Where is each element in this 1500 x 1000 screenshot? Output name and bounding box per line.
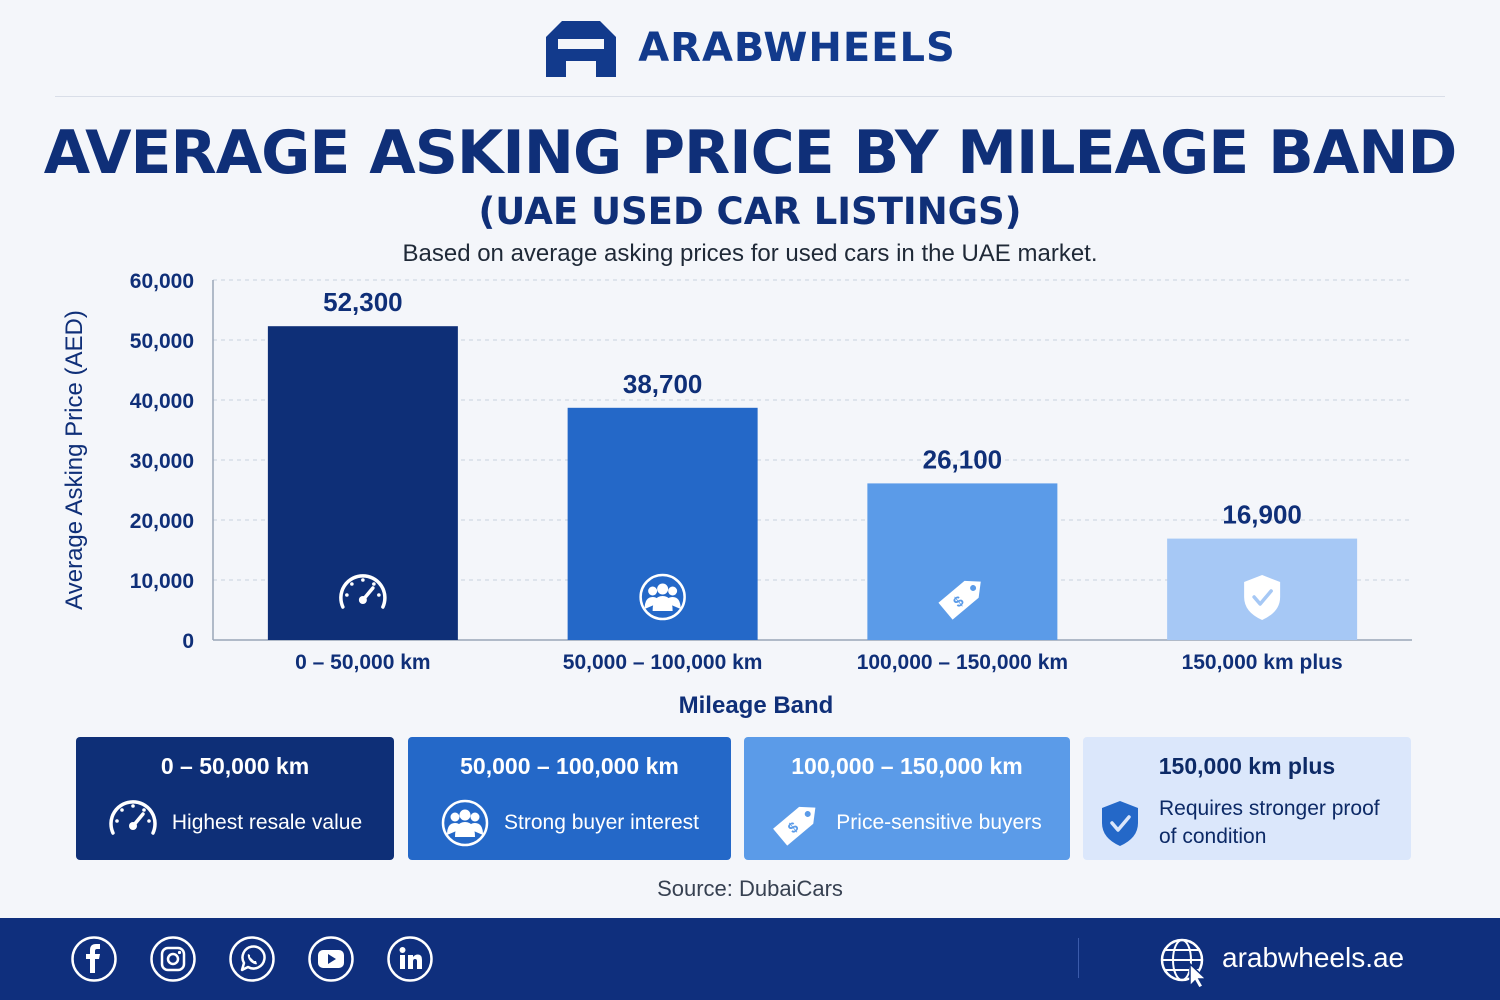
website-link[interactable]: arabwheels.ae — [1222, 942, 1405, 973]
chart-note: Based on average asking prices for used … — [402, 240, 1098, 267]
card-title: 50,000 – 100,000 km — [460, 753, 679, 779]
bar — [867, 483, 1058, 640]
instagram-icon[interactable] — [149, 935, 197, 983]
y-tick-label: 60,000 — [130, 270, 194, 293]
price-tag-icon: $ — [938, 580, 981, 620]
shield-check-icon — [1102, 801, 1138, 846]
whatsapp-icon[interactable] — [228, 935, 276, 983]
x-tick-label: 0 – 50,000 km — [295, 651, 430, 674]
source-note: Source: DubaiCars — [657, 876, 843, 901]
group-icon — [639, 573, 686, 621]
bar-value-label: 26,100 — [923, 444, 1003, 474]
card-title: 0 – 50,000 km — [160, 753, 310, 779]
chart-title: AVERAGE ASKING PRICE BY MILEAGE BAND — [43, 118, 1458, 188]
summary-card: 150,000 km plus Requires stronger proof o… — [1083, 737, 1411, 860]
y-tick-label: 50,000 — [130, 330, 194, 353]
card-text: Requires stronger proof of condition — [1159, 797, 1380, 848]
speedometer-icon — [339, 574, 387, 609]
card-text: Strong buyer interest — [504, 811, 699, 834]
shield-check-icon — [1244, 575, 1281, 620]
card-title: 150,000 km plus — [1158, 753, 1336, 779]
y-tick-label: 10,000 — [130, 570, 194, 593]
y-tick-label: 30,000 — [130, 450, 194, 473]
group-icon — [441, 799, 489, 847]
youtube-icon[interactable] — [307, 935, 355, 983]
speedometer-icon — [109, 800, 157, 835]
brand-header: ARABWHEELS — [0, 0, 1500, 96]
price-tag-icon: $ — [773, 806, 816, 846]
footer-bar: arabwheels.ae — [0, 918, 1500, 1000]
linkedin-icon[interactable] — [386, 935, 434, 983]
summary-cards: 0 – 50,000 km Highest resale value 50,000 … — [76, 737, 1411, 860]
x-tick-label: 50,000 – 100,000 km — [563, 651, 763, 674]
arabwheels-logo-icon — [546, 21, 617, 77]
header-divider — [55, 96, 1445, 97]
price-tag-icon: $ — [773, 806, 816, 846]
shield-check-icon — [1102, 801, 1138, 846]
speedometer-icon — [109, 800, 157, 835]
y-axis-label: Average Asking Price (AED) — [61, 310, 88, 610]
x-tick-label: 150,000 km plus — [1182, 651, 1343, 674]
brand-name: ARABWHEELS — [638, 25, 956, 71]
y-tick-label: 0 — [182, 630, 194, 653]
bar-value-label: 38,700 — [623, 369, 703, 399]
card-title: 100,000 – 150,000 km — [791, 753, 1023, 779]
globe-cursor-icon — [1160, 938, 1208, 988]
footer-separator — [1078, 938, 1079, 978]
x-tick-label: 100,000 – 150,000 km — [857, 651, 1068, 674]
y-tick-label: 20,000 — [130, 510, 194, 533]
bar — [267, 326, 458, 640]
summary-card: 0 – 50,000 km Highest resale value — [76, 737, 394, 860]
y-tick-label: 40,000 — [130, 390, 194, 413]
chart-subtitle: (UAE USED CAR LISTINGS) — [478, 190, 1022, 233]
card-text: Highest resale value — [171, 811, 363, 834]
summary-card: 100,000 – 150,000 km $ Price-sensitive buy… — [744, 737, 1070, 860]
group-icon — [441, 799, 489, 847]
bar-value-label: 52,300 — [323, 287, 403, 317]
summary-card: 50,000 – 100,000 km Strong buyer interest — [408, 737, 731, 860]
card-text: Price-sensitive buyers — [836, 811, 1042, 834]
bar-chart: 0 10,000 20,000 30,000 40,000 50,000 60,000 Ave… — [61, 270, 1412, 719]
facebook-icon[interactable] — [70, 935, 118, 983]
bar-value-label: 16,900 — [1222, 500, 1302, 530]
x-axis-label: Mileage Band — [679, 692, 834, 719]
